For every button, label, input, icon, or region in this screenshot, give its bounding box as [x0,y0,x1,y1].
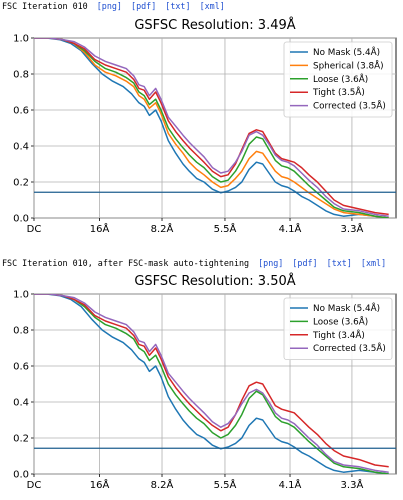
legend-label: No Mask (5.4Å) [313,302,380,314]
x-tick-label: 16Å [90,222,110,235]
legend-label: Spherical (3.8Å) [313,59,384,71]
txt-link[interactable]: [txt] [326,258,352,268]
pdf-link[interactable]: [pdf] [131,1,157,11]
fsc-section-auto-tightening: FSC Iteration 010, after FSC-mask auto-t… [0,257,403,500]
y-tick-label: 1.0 [13,290,29,301]
legend-label: Corrected (3.5Å) [313,100,386,112]
x-tick-label: 4.1Å [279,478,302,491]
fsc-chart: GSFSC Resolution: 3.50Å 0.0 0.2 0.4 0.6 0.8 1.… [13,273,397,491]
x-tick-label: DC [27,480,42,491]
series-line [34,294,389,468]
x-tick-label: 8.2Å [151,478,174,491]
series-line [34,294,389,474]
series-line [34,294,389,474]
chart-title: GSFSC Resolution: 3.50Å [134,273,295,289]
section-header: FSC Iteration 010 [png] [pdf] [txt] [xml… [2,1,225,12]
legend-label: Corrected (3.5Å) [313,342,386,354]
legend-label: Tight (3.4Å) [312,329,365,341]
y-tick-label: 0.4 [13,142,29,153]
legend [283,41,393,118]
section-title: FSC Iteration 010, after FSC-mask auto-t… [2,258,250,268]
legend [283,297,393,360]
y-tick-label: 0.8 [13,326,29,337]
x-tick-label: 16Å [90,478,110,491]
y-tick-label: 0.0 [13,470,29,481]
series-line [34,38,389,218]
xml-link[interactable]: [xml] [360,258,387,268]
section-title: FSC Iteration 010 [2,1,88,11]
series-line [34,294,389,473]
x-tick-label: 5.5Å [214,478,237,491]
y-tick-label: 0.8 [13,70,29,81]
legend-label: Loose (3.6Å) [313,73,368,85]
png-link[interactable]: [png] [96,1,122,11]
y-tick-label: 0.6 [13,106,29,117]
series-line [34,38,389,216]
txt-link[interactable]: [txt] [165,1,191,11]
x-tick-label: 3.3Å [341,222,364,235]
y-tick-label: 0.6 [13,362,29,373]
x-tick-label: 8.2Å [151,222,174,235]
fsc-chart: GSFSC Resolution: 3.49Å 0.0 0.2 0.4 0.6 0.8 1.… [13,17,397,235]
y-tick-label: 0.0 [13,214,29,225]
y-tick-label: 0.2 [13,178,29,189]
section-header: FSC Iteration 010, after FSC-mask auto-t… [2,258,386,269]
series-line [34,38,389,217]
y-tick-label: 0.4 [13,398,29,409]
series-line [34,38,389,218]
y-tick-label: 1.0 [13,34,29,45]
chart-title: GSFSC Resolution: 3.49Å [134,17,295,33]
pdf-link[interactable]: [pdf] [292,258,318,268]
legend-label: Loose (3.6Å) [313,315,368,327]
fsc-section-iteration-010: FSC Iteration 010 [png] [pdf] [txt] [xml… [2,1,397,235]
y-tick-label: 0.2 [13,434,29,445]
png-link[interactable]: [png] [258,258,284,268]
x-tick-label: 5.5Å [214,222,237,235]
legend-label: No Mask (5.4Å) [313,46,380,58]
x-tick-label: 3.3Å [341,478,364,491]
x-tick-label: 4.1Å [279,222,302,235]
legend-label: Tight (3.5Å) [312,86,365,98]
xml-link[interactable]: [xml] [199,1,225,11]
x-tick-label: DC [27,224,42,235]
